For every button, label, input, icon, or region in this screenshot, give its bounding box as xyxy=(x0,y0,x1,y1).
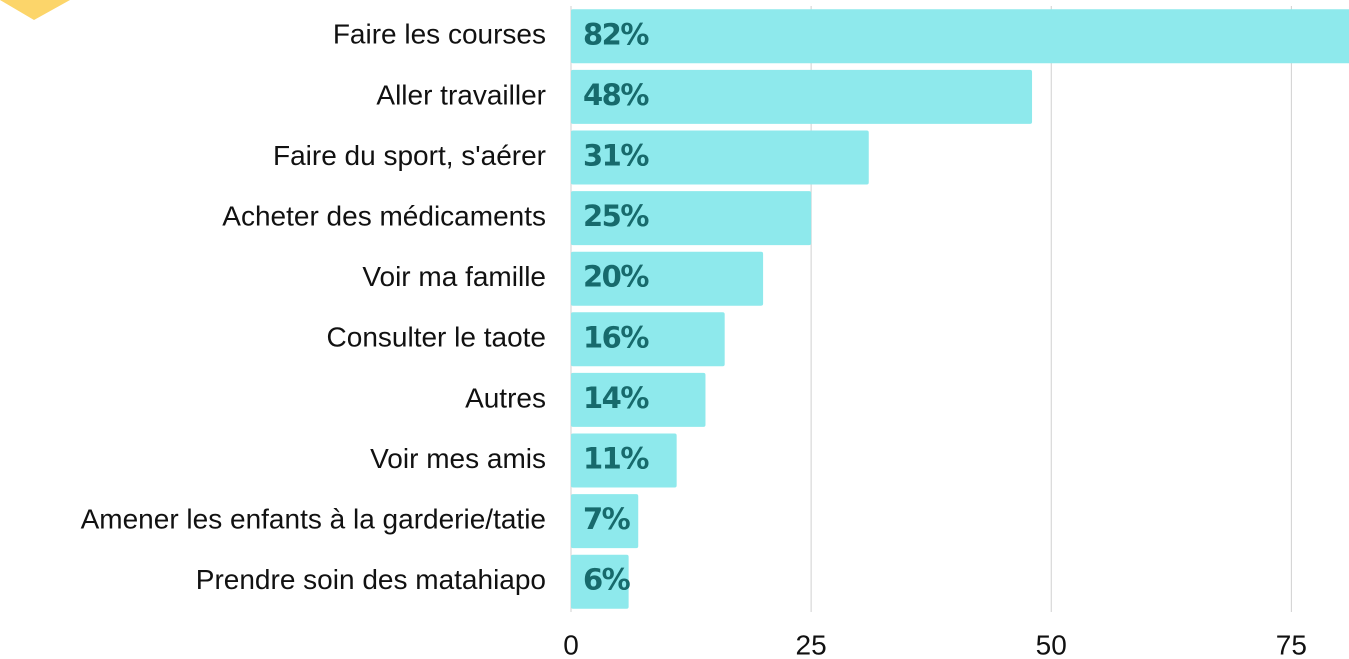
category-label: Aller travailler xyxy=(376,79,546,110)
x-tick-label: 25 xyxy=(796,629,827,659)
category-label: Prendre soin des matahiapo xyxy=(196,564,546,595)
x-tick-label: 0 xyxy=(563,629,579,659)
bar xyxy=(571,312,725,367)
value-label: 20% xyxy=(583,260,649,294)
value-label: 48% xyxy=(583,78,649,112)
value-label: 31% xyxy=(583,139,649,173)
bar xyxy=(571,9,1349,64)
bar xyxy=(571,494,639,549)
value-label: 7% xyxy=(583,502,631,536)
bar xyxy=(571,69,1033,124)
category-label: Amener les enfants à la garderie/tatie xyxy=(81,503,546,534)
category-label: Voir ma famille xyxy=(362,261,546,292)
category-label: Faire les courses xyxy=(333,19,546,50)
value-label: 11% xyxy=(583,442,649,476)
value-label: 14% xyxy=(583,381,649,415)
bar xyxy=(571,251,764,306)
category-label: Autres xyxy=(465,382,546,413)
decoration xyxy=(0,0,70,20)
bar xyxy=(571,191,812,246)
value-label: 16% xyxy=(583,320,649,354)
category-label: Voir mes amis xyxy=(370,443,546,474)
category-label: Acheter des médicaments xyxy=(222,200,546,231)
bar xyxy=(571,372,706,427)
value-label: 6% xyxy=(583,563,631,597)
category-label: Faire du sport, s'aérer xyxy=(273,140,546,171)
x-tick-label: 75 xyxy=(1276,629,1307,659)
bar xyxy=(571,554,629,609)
bar xyxy=(571,130,869,185)
value-label: 82% xyxy=(583,17,649,51)
bar xyxy=(571,433,677,488)
category-label: Consulter le taote xyxy=(327,322,546,353)
value-label: 25% xyxy=(583,199,649,233)
x-tick-label: 50 xyxy=(1036,629,1067,659)
